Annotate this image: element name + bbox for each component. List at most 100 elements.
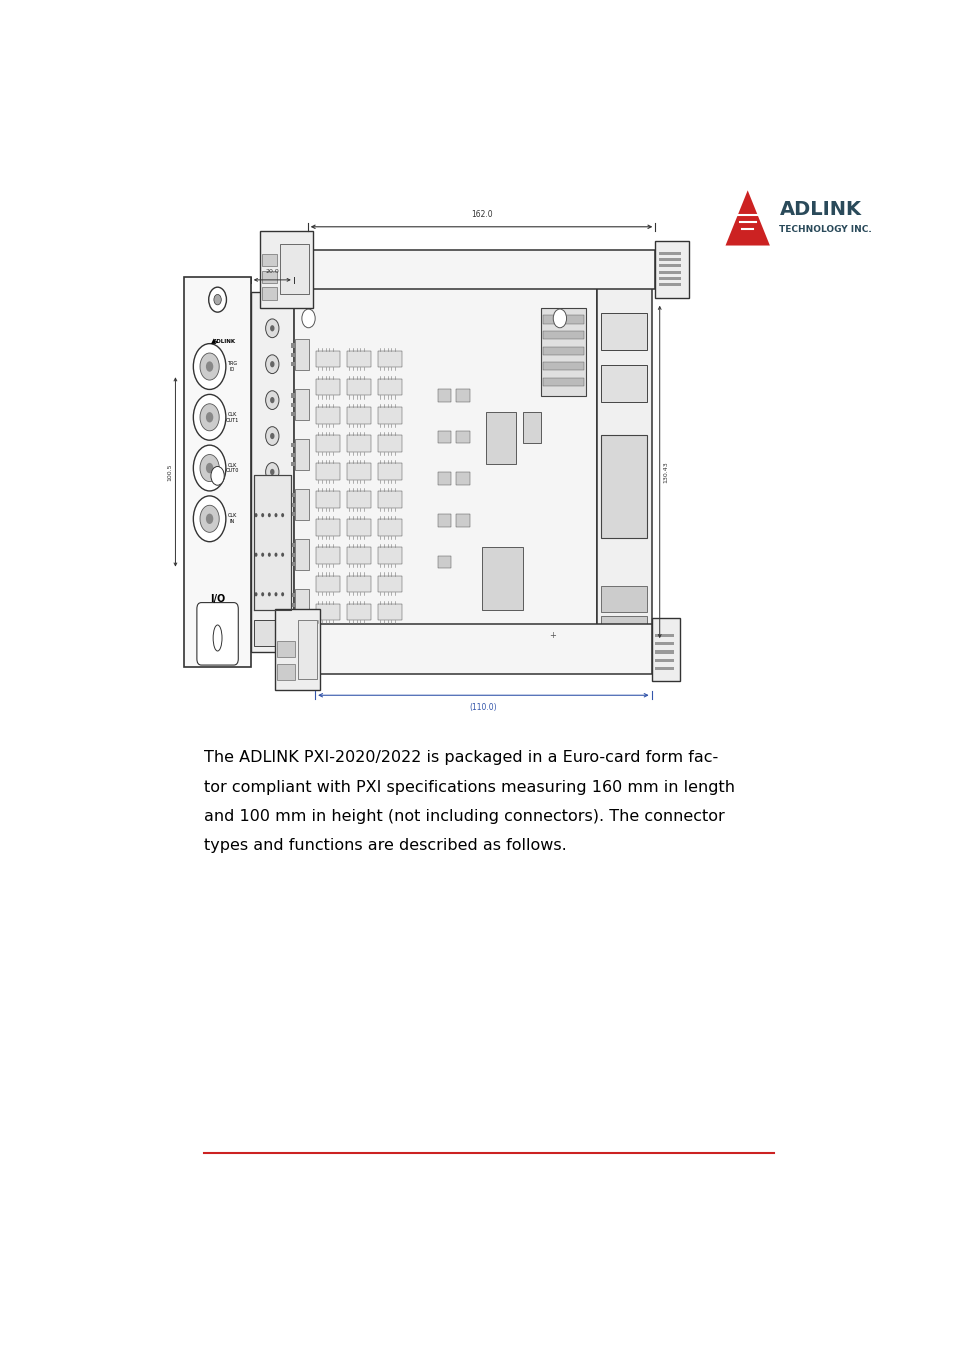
Bar [542, 346, 583, 354]
Bar [655, 242, 688, 297]
Circle shape [254, 553, 257, 557]
Text: CLK
IN: CLK IN [228, 514, 236, 525]
Bar [291, 393, 294, 397]
Bar [600, 587, 646, 612]
Circle shape [281, 592, 284, 596]
Bar [437, 514, 451, 527]
Bar [654, 667, 673, 671]
Bar [659, 251, 680, 256]
Bar [315, 379, 339, 395]
Text: (110.0): (110.0) [469, 703, 497, 711]
Circle shape [301, 310, 314, 327]
Bar [437, 472, 451, 485]
Bar [651, 618, 679, 680]
Circle shape [206, 412, 213, 423]
Bar [377, 519, 401, 535]
Text: +: + [549, 631, 556, 641]
Bar [485, 412, 515, 464]
Circle shape [193, 395, 226, 441]
Bar [377, 407, 401, 423]
Circle shape [206, 361, 213, 372]
Bar [315, 491, 339, 508]
Text: ADLINK: ADLINK [213, 339, 236, 343]
Circle shape [254, 592, 257, 596]
Bar [251, 292, 294, 652]
Bar [294, 439, 308, 470]
Bar [597, 287, 652, 657]
Bar [659, 277, 680, 280]
Bar [542, 377, 583, 387]
Bar [600, 365, 646, 402]
Bar [654, 650, 673, 653]
Circle shape [265, 319, 278, 338]
Text: tor compliant with PXI specifications measuring 160 mm in length: tor compliant with PXI specifications me… [204, 780, 735, 795]
Bar [291, 362, 294, 366]
Bar [542, 315, 583, 323]
Bar [294, 539, 308, 571]
Text: The ADLINK PXI-2020/2022 is packaged in a Euro-card form fac-: The ADLINK PXI-2020/2022 is packaged in … [204, 750, 718, 765]
Bar [291, 353, 294, 357]
Bar [274, 608, 320, 690]
Circle shape [268, 512, 271, 518]
Bar [291, 603, 294, 607]
Bar [347, 407, 370, 423]
Circle shape [268, 553, 271, 557]
Bar [347, 519, 370, 535]
Bar [291, 612, 294, 617]
Bar [291, 412, 294, 416]
Bar [315, 435, 339, 452]
Circle shape [274, 553, 277, 557]
Bar [437, 389, 451, 402]
Bar [541, 308, 585, 396]
Text: I/O: I/O [210, 595, 225, 604]
Bar [377, 350, 401, 368]
Bar [542, 331, 583, 339]
Text: types and functions are described as follows.: types and functions are described as fol… [204, 838, 566, 853]
Circle shape [206, 514, 213, 525]
Circle shape [254, 512, 257, 518]
Bar [377, 576, 401, 592]
Bar [654, 658, 673, 662]
Circle shape [261, 592, 264, 596]
Bar [291, 343, 294, 347]
Bar [659, 283, 680, 287]
Circle shape [261, 512, 264, 518]
Circle shape [193, 343, 226, 389]
Bar [377, 435, 401, 452]
Bar [291, 562, 294, 566]
Bar [315, 350, 339, 368]
Bar [315, 519, 339, 535]
Bar [294, 339, 308, 370]
Text: ▲: ▲ [211, 338, 216, 345]
Circle shape [211, 466, 224, 485]
Circle shape [265, 391, 278, 410]
Text: 162.0: 162.0 [470, 211, 492, 219]
Circle shape [270, 326, 274, 331]
Bar [291, 443, 294, 448]
Text: ADLINK: ADLINK [779, 200, 861, 219]
Bar [276, 664, 294, 680]
Text: 130.43: 130.43 [662, 461, 667, 483]
Bar [456, 389, 469, 402]
Bar [347, 350, 370, 368]
Bar [308, 250, 655, 289]
Bar [315, 576, 339, 592]
Bar [294, 283, 597, 662]
Circle shape [200, 506, 219, 533]
Bar [347, 603, 370, 621]
Bar [456, 514, 469, 527]
Circle shape [265, 427, 278, 445]
Bar [659, 258, 680, 261]
Circle shape [193, 445, 226, 491]
FancyBboxPatch shape [196, 603, 238, 665]
Bar [291, 594, 294, 598]
Bar [291, 553, 294, 557]
Circle shape [193, 496, 226, 542]
Circle shape [265, 462, 278, 481]
Bar [654, 634, 673, 637]
Circle shape [209, 287, 226, 312]
Circle shape [546, 627, 558, 645]
Bar [291, 403, 294, 407]
Bar [315, 548, 339, 564]
Bar [659, 270, 680, 273]
